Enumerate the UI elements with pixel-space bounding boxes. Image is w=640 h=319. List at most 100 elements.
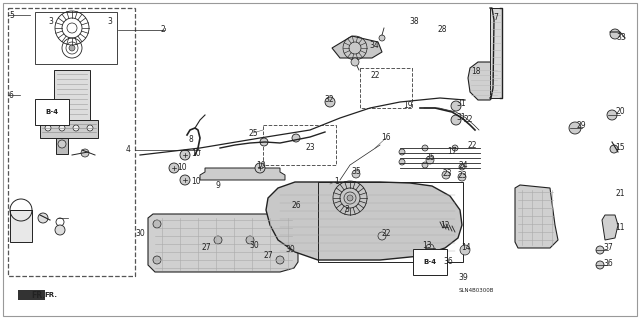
Bar [490,8,502,98]
Circle shape [276,256,284,264]
Text: 20: 20 [615,108,625,116]
Text: 25: 25 [248,129,258,137]
Text: 31: 31 [456,100,466,108]
Circle shape [442,171,450,179]
Text: FR.: FR. [31,291,45,300]
Text: 10: 10 [191,176,201,186]
Text: 22: 22 [463,115,473,123]
Text: 15: 15 [615,144,625,152]
Text: 5: 5 [10,11,15,19]
Circle shape [153,220,161,228]
Text: SLN4B0300B: SLN4B0300B [458,288,493,293]
Circle shape [180,175,190,185]
Polygon shape [515,185,558,248]
Circle shape [569,122,581,134]
Text: 18: 18 [471,68,481,77]
Text: 29: 29 [576,121,586,130]
Circle shape [452,145,458,151]
Circle shape [325,97,335,107]
Circle shape [292,134,300,142]
Text: FR.: FR. [44,292,57,298]
Circle shape [81,149,89,157]
Text: 22: 22 [371,70,380,79]
Text: 10: 10 [177,164,187,173]
Text: 27: 27 [263,251,273,261]
Circle shape [255,163,265,173]
Text: 28: 28 [437,26,447,34]
Circle shape [451,101,461,111]
Polygon shape [332,36,382,58]
Circle shape [458,173,466,181]
Bar [318,182,463,262]
Text: 14: 14 [461,243,471,253]
Circle shape [59,125,65,131]
Text: 9: 9 [216,181,220,189]
Text: B-4: B-4 [45,109,59,115]
Text: 10: 10 [191,150,201,159]
Text: 36: 36 [603,258,613,268]
Text: 16: 16 [381,133,391,143]
Text: 35: 35 [351,167,361,176]
Circle shape [69,45,75,51]
Text: 26: 26 [291,202,301,211]
Text: 38: 38 [409,18,419,26]
Text: 3: 3 [344,205,349,214]
Circle shape [399,149,405,155]
Polygon shape [200,168,285,180]
Text: 30: 30 [135,229,145,239]
Circle shape [73,125,79,131]
Polygon shape [266,182,462,260]
Circle shape [596,246,604,254]
Text: 30: 30 [249,241,259,250]
Circle shape [153,256,161,264]
Text: 23: 23 [457,170,467,180]
Text: 24: 24 [458,160,468,169]
Text: 21: 21 [615,189,625,198]
Circle shape [260,138,268,146]
Circle shape [169,163,179,173]
Bar [18,290,45,300]
Text: 13: 13 [422,241,432,250]
Text: 36: 36 [443,257,453,266]
Text: 33: 33 [616,33,626,42]
Circle shape [45,125,51,131]
Bar [360,68,412,108]
Circle shape [58,140,66,148]
Circle shape [451,115,461,125]
Bar [35,12,117,64]
Text: 12: 12 [440,220,450,229]
Circle shape [276,220,284,228]
Text: 30: 30 [285,246,295,255]
Text: 10: 10 [256,160,266,169]
Text: 1: 1 [335,176,339,186]
Circle shape [459,164,465,170]
Text: 32: 32 [324,95,334,105]
Circle shape [55,225,65,235]
Circle shape [422,145,428,151]
Circle shape [351,58,359,66]
Circle shape [38,213,48,223]
Text: 22: 22 [467,140,477,150]
Circle shape [422,162,428,168]
Circle shape [87,125,93,131]
Circle shape [352,170,360,178]
Circle shape [399,159,405,165]
Text: 39: 39 [458,272,468,281]
Text: 7: 7 [493,12,499,21]
Circle shape [379,35,385,41]
Text: 22: 22 [381,228,391,238]
Text: 23: 23 [442,169,452,179]
Text: 31: 31 [456,114,466,122]
Bar [56,138,68,154]
Bar [40,120,98,138]
Circle shape [460,245,470,255]
Text: B-4: B-4 [424,259,436,265]
Text: 19: 19 [403,100,413,109]
Bar [263,125,336,165]
Polygon shape [148,214,298,272]
Text: 3: 3 [108,18,113,26]
Circle shape [180,150,190,160]
Text: 27: 27 [201,243,211,253]
Circle shape [610,29,620,39]
Text: 2: 2 [161,26,165,34]
